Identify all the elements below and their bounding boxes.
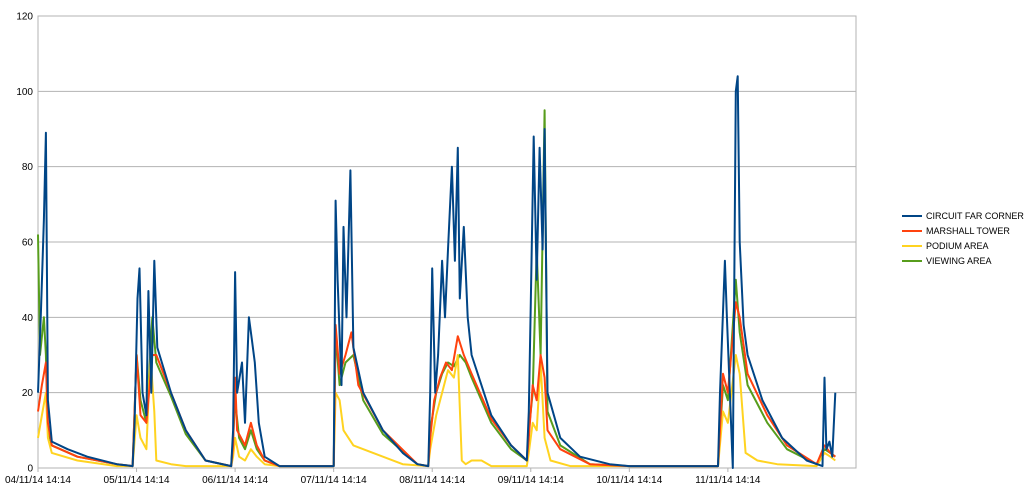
x-tick-label: 04/11/14 14:14 xyxy=(5,475,71,486)
legend: CIRCUIT FAR CORNER MARSHALL TOWER PODIUM… xyxy=(902,208,1024,268)
legend-item-circuit-far-corner: CIRCUIT FAR CORNER xyxy=(902,208,1024,223)
y-tick-label: 120 xyxy=(16,12,33,23)
legend-label: VIEWING AREA xyxy=(926,255,992,266)
y-tick-label: 40 xyxy=(22,313,34,324)
x-tick-label: 08/11/14 14:14 xyxy=(399,475,465,486)
x-tick-label: 07/11/14 14:14 xyxy=(301,475,367,486)
legend-item-marshall-tower: MARSHALL TOWER xyxy=(902,223,1024,238)
legend-label: MARSHALL TOWER xyxy=(926,225,1010,236)
series-line-circuit-far-corner xyxy=(37,75,837,469)
x-tick-label: 09/11/14 14:14 xyxy=(498,475,564,486)
legend-label: CIRCUIT FAR CORNER xyxy=(926,210,1024,221)
y-tick-label: 100 xyxy=(16,87,33,98)
x-axis-ticks: 04/11/14 14:14 05/11/14 14:14 06/11/14 14:… xyxy=(5,468,761,486)
y-tick-label: 60 xyxy=(22,238,34,249)
y-tick-label: 80 xyxy=(22,162,34,173)
legend-label: PODIUM AREA xyxy=(926,240,989,251)
x-tick-label: 06/11/14 14:14 xyxy=(202,475,268,486)
legend-swatch xyxy=(902,244,922,247)
legend-swatch xyxy=(902,214,922,217)
legend-swatch xyxy=(902,229,922,232)
y-axis-ticks: 0 20 40 60 80 100 120 xyxy=(16,12,33,475)
legend-swatch xyxy=(902,259,922,262)
x-tick-label: 10/11/14 14:14 xyxy=(596,475,662,486)
y-tick-label: 0 xyxy=(27,464,33,475)
x-tick-label: 11/11/14 14:14 xyxy=(695,475,761,486)
y-tick-label: 20 xyxy=(22,388,34,399)
legend-item-podium-area: PODIUM AREA xyxy=(902,238,1024,253)
series-lines xyxy=(37,75,837,469)
x-tick-label: 05/11/14 14:14 xyxy=(104,475,170,486)
legend-item-viewing-area: VIEWING AREA xyxy=(902,253,1024,268)
